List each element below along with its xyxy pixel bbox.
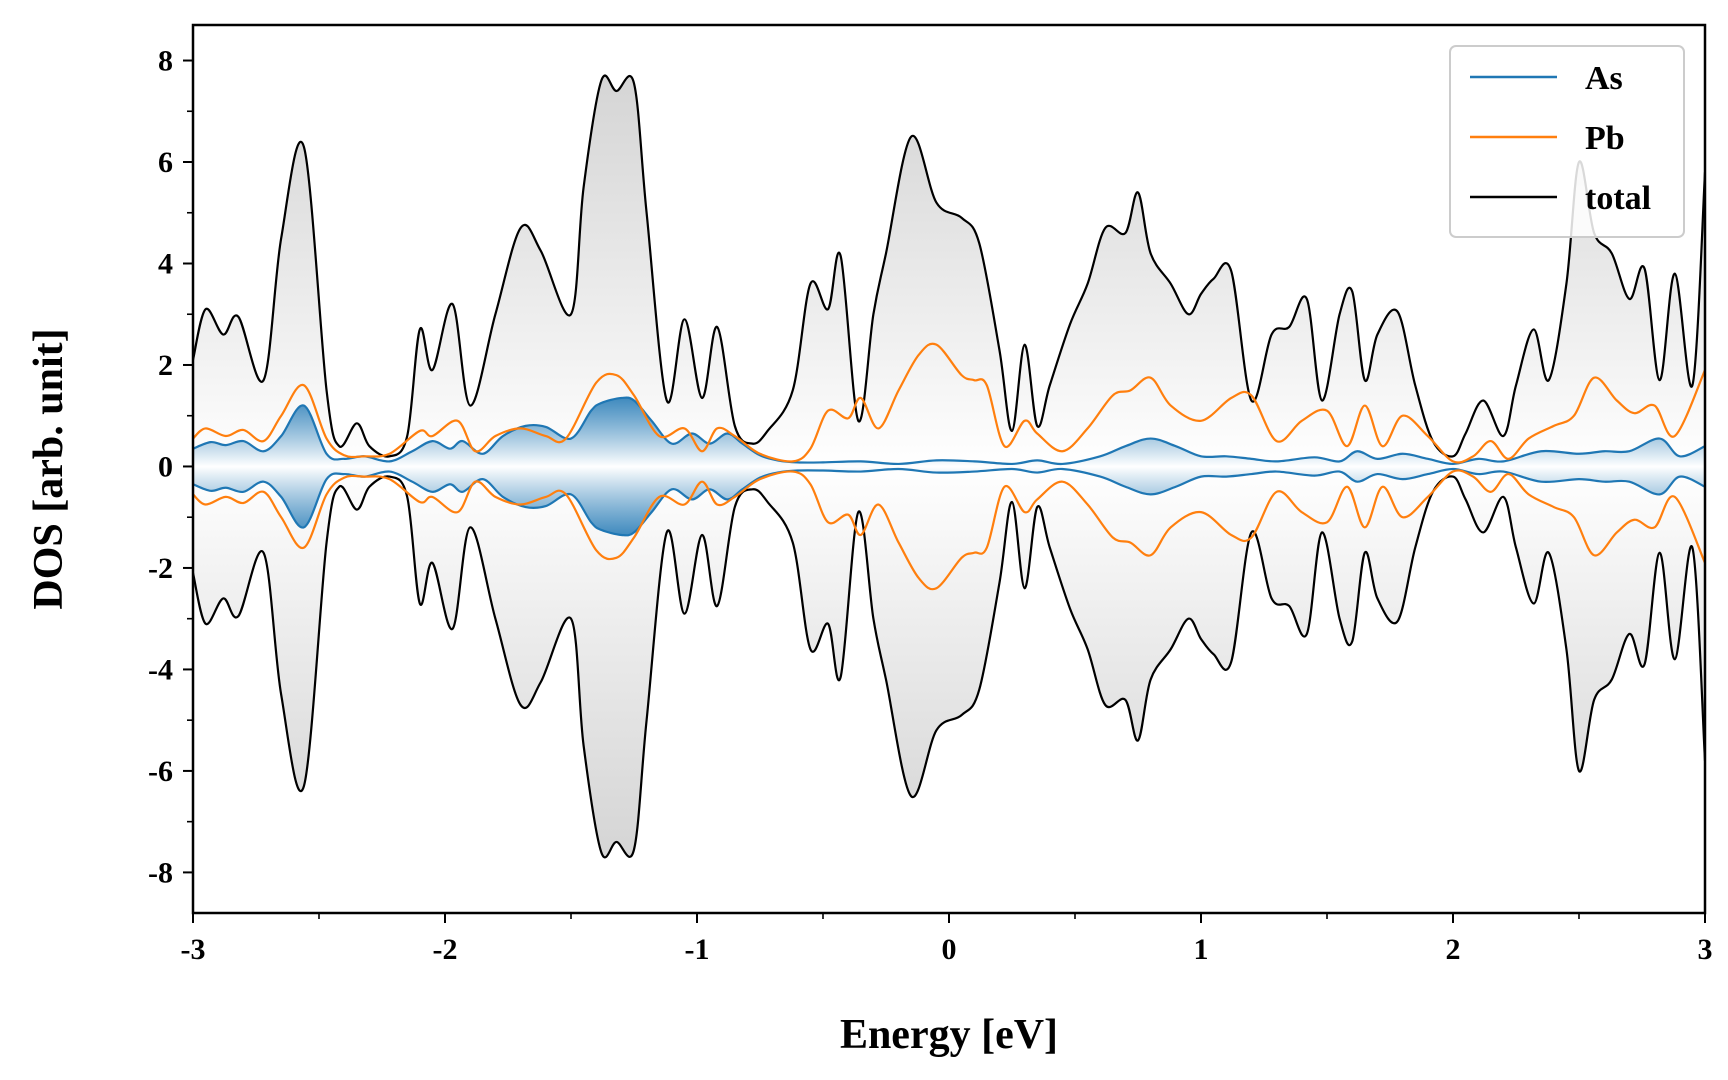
- x-axis-title: Energy [eV]: [840, 1012, 1058, 1058]
- series-line-as-upper: [193, 396, 1705, 466]
- plot-area: [193, 74, 1705, 859]
- legend-label-as: As: [1585, 60, 1623, 97]
- series-line-pb-lower: [193, 469, 1705, 591]
- y-tick-label: 2: [158, 349, 173, 382]
- y-tick-label: -6: [148, 755, 173, 788]
- series-line-total-lower: [193, 475, 1705, 859]
- fill-as: [193, 397, 1705, 536]
- y-tick-label: -4: [148, 653, 173, 686]
- y-tick-label: 0: [158, 450, 173, 483]
- y-axis-title: DOS [arb. unit]: [26, 328, 72, 609]
- legend-box: [1449, 45, 1685, 238]
- x-tick-label: 2: [1446, 933, 1461, 966]
- legend-label-pb: Pb: [1585, 120, 1625, 157]
- x-tick-label: 3: [1698, 933, 1713, 966]
- y-tick-label: 8: [158, 45, 173, 78]
- x-tick-label: -2: [433, 933, 458, 966]
- y-tick-label: -2: [148, 552, 173, 585]
- legend: As Pb total: [1449, 45, 1685, 238]
- x-axis: -3 -2 -1 0 1 2 3: [181, 913, 1713, 966]
- y-tick-label: 6: [158, 146, 173, 179]
- y-tick-label: 4: [158, 247, 173, 280]
- series-line-as-lower: [193, 467, 1705, 537]
- x-tick-label: -3: [181, 933, 206, 966]
- x-tick-label: -1: [685, 933, 710, 966]
- x-tick-label: 0: [942, 933, 957, 966]
- y-tick-label: -8: [148, 856, 173, 889]
- series-line-total-upper: [193, 74, 1705, 458]
- x-tick-label: 1: [1194, 933, 1209, 966]
- legend-label-total: total: [1585, 180, 1651, 217]
- series-line-pb-upper: [193, 342, 1705, 464]
- y-axis: 8 6 4 2 0 -2 -4 -6 -8: [148, 45, 193, 889]
